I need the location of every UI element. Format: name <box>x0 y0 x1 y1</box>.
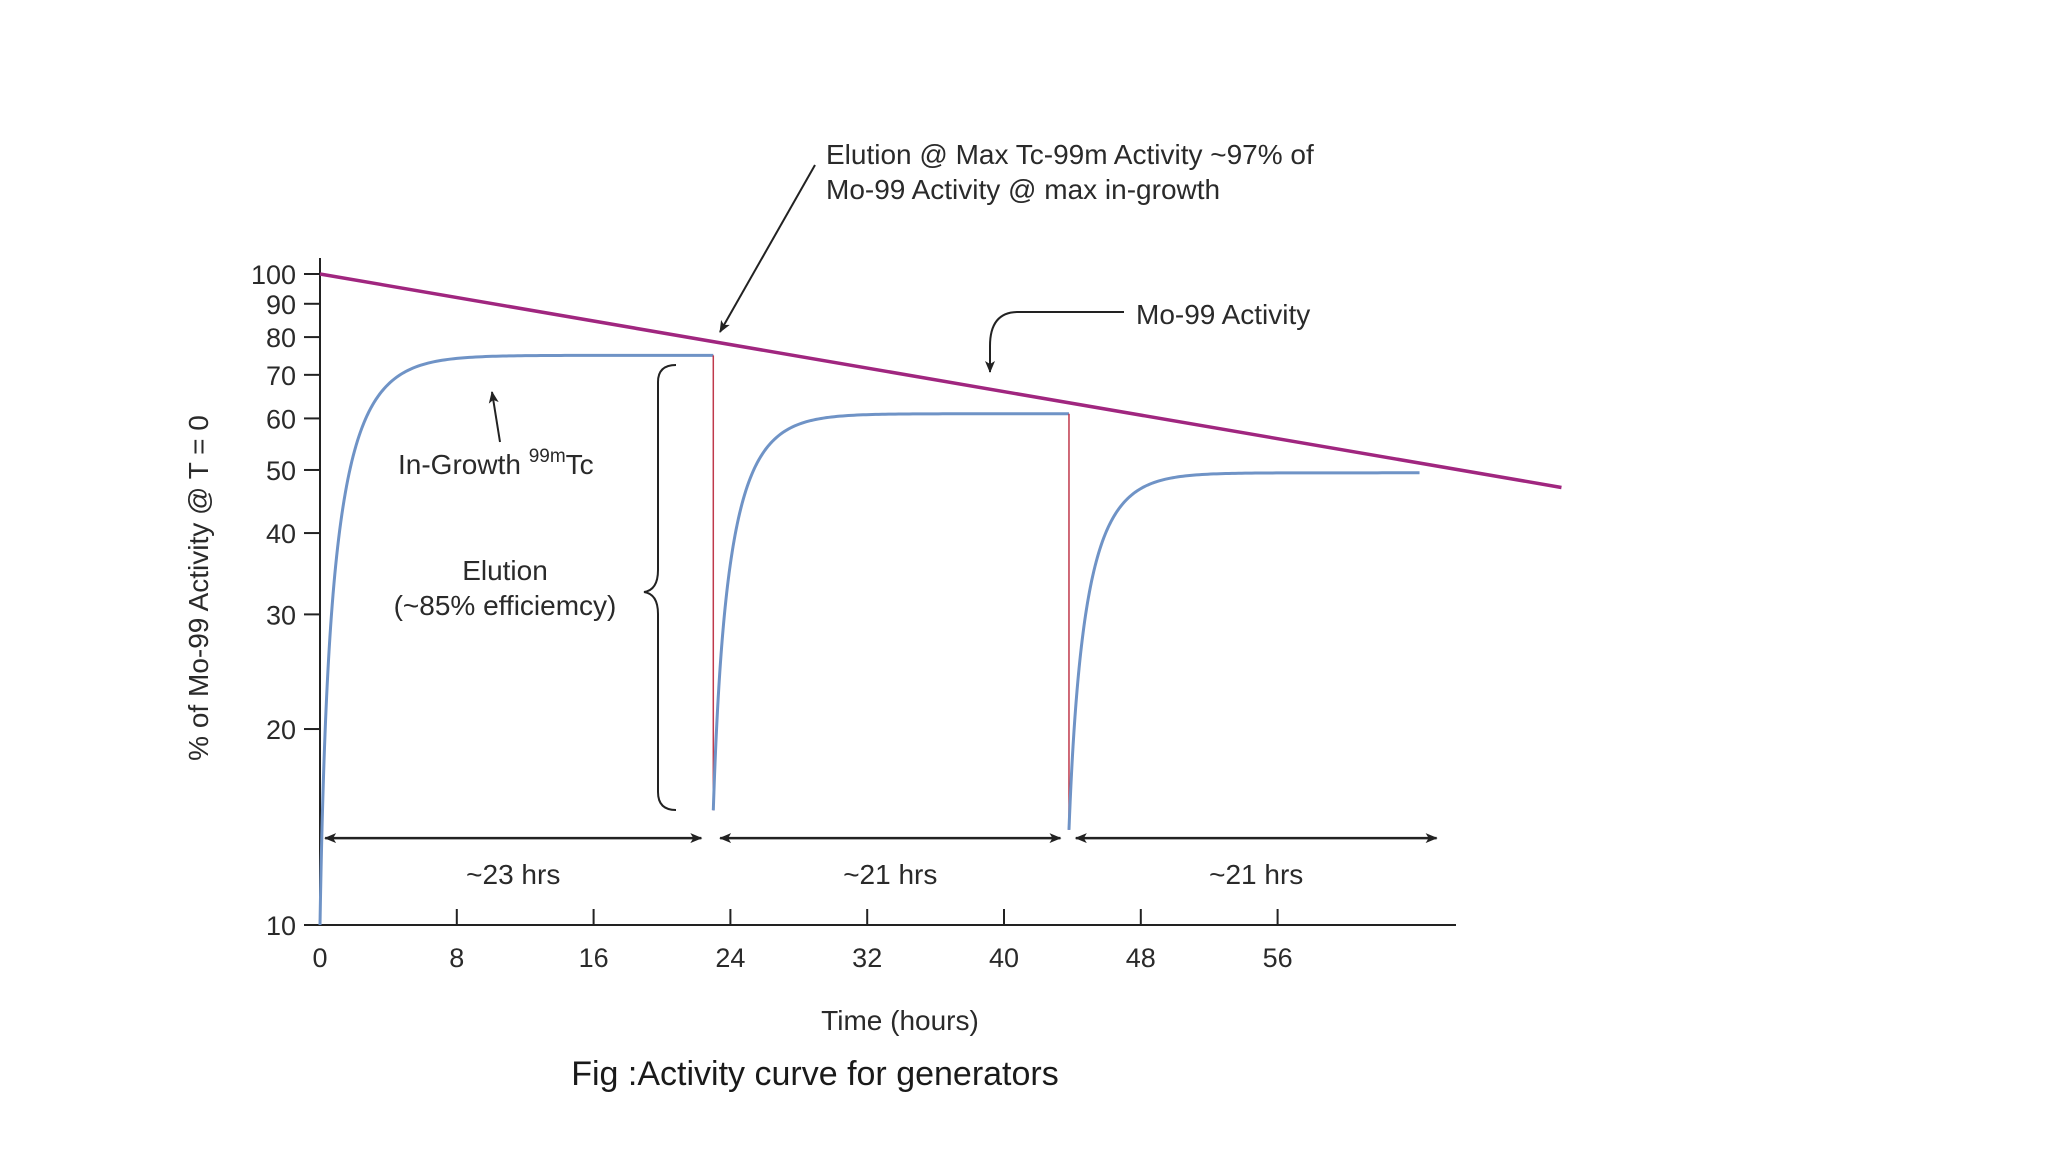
y-tick-label: 80 <box>266 323 296 353</box>
tc99m-ingrowth-curve <box>1067 471 1420 830</box>
ingrowth-label-suffix: Tc <box>566 449 594 480</box>
x-tick-label: 48 <box>1126 943 1156 973</box>
y-tick-label: 20 <box>266 715 296 745</box>
ingrowth-pointer-arrow <box>488 391 501 443</box>
elution-brace <box>643 364 677 811</box>
interval-label: ~21 hrs <box>843 859 937 890</box>
mo99-pointer-arrow <box>985 311 1124 373</box>
figure-caption: Fig :Activity curve for generators <box>571 1055 1059 1093</box>
x-tick-label: 8 <box>449 943 464 973</box>
y-tick-label: 90 <box>266 290 296 320</box>
y-tick-label: 50 <box>266 456 296 486</box>
y-tick-label: 60 <box>266 404 296 434</box>
mo99-activity-line <box>319 272 1562 490</box>
elution-max-pointer-arrow <box>719 164 816 333</box>
x-axis-ticks: 0 8 16 24 32 40 48 56 <box>312 909 1293 973</box>
elution-label-line1: Elution <box>462 555 548 586</box>
y-axis-title: % of Mo-99 Activity @ T = 0 <box>183 415 214 761</box>
x-tick-label: 56 <box>1263 943 1293 973</box>
y-tick-label: 10 <box>266 911 296 941</box>
x-tick-label: 40 <box>989 943 1019 973</box>
interval-label: ~21 hrs <box>1209 859 1303 890</box>
interval-arrows: ~23 hrs ~21 hrs ~21 hrs <box>324 833 1438 890</box>
mo99-activity-label: Mo-99 Activity <box>1136 299 1310 330</box>
ingrowth-label-text: In-Growth <box>398 449 529 480</box>
x-tick-label: 16 <box>579 943 609 973</box>
x-tick-label: 32 <box>852 943 882 973</box>
axes <box>319 258 1456 926</box>
y-tick-label: 70 <box>266 361 296 391</box>
interval-label: ~23 hrs <box>466 859 560 890</box>
elution-label-line2: (~85% efficiemcy) <box>394 590 617 621</box>
elution-max-annotation-line2: Mo-99 Activity @ max in-growth <box>826 174 1220 205</box>
series-layer <box>318 272 1562 926</box>
elution-max-annotation-line1: Elution @ Max Tc-99m Activity ~97% of <box>826 139 1314 170</box>
ingrowth-label: In-Growth 99mTc <box>398 446 594 480</box>
y-tick-label: 100 <box>251 260 296 290</box>
tc99m-ingrowth-curve <box>711 412 1069 811</box>
y-tick-label: 30 <box>266 600 296 630</box>
x-tick-label: 0 <box>312 943 327 973</box>
ingrowth-label-superscript: 99m <box>529 446 566 467</box>
y-tick-label: 40 <box>266 519 296 549</box>
x-tick-label: 24 <box>715 943 745 973</box>
x-axis-title: Time (hours) <box>821 1005 979 1036</box>
tc99m-ingrowth-curve <box>318 353 714 926</box>
